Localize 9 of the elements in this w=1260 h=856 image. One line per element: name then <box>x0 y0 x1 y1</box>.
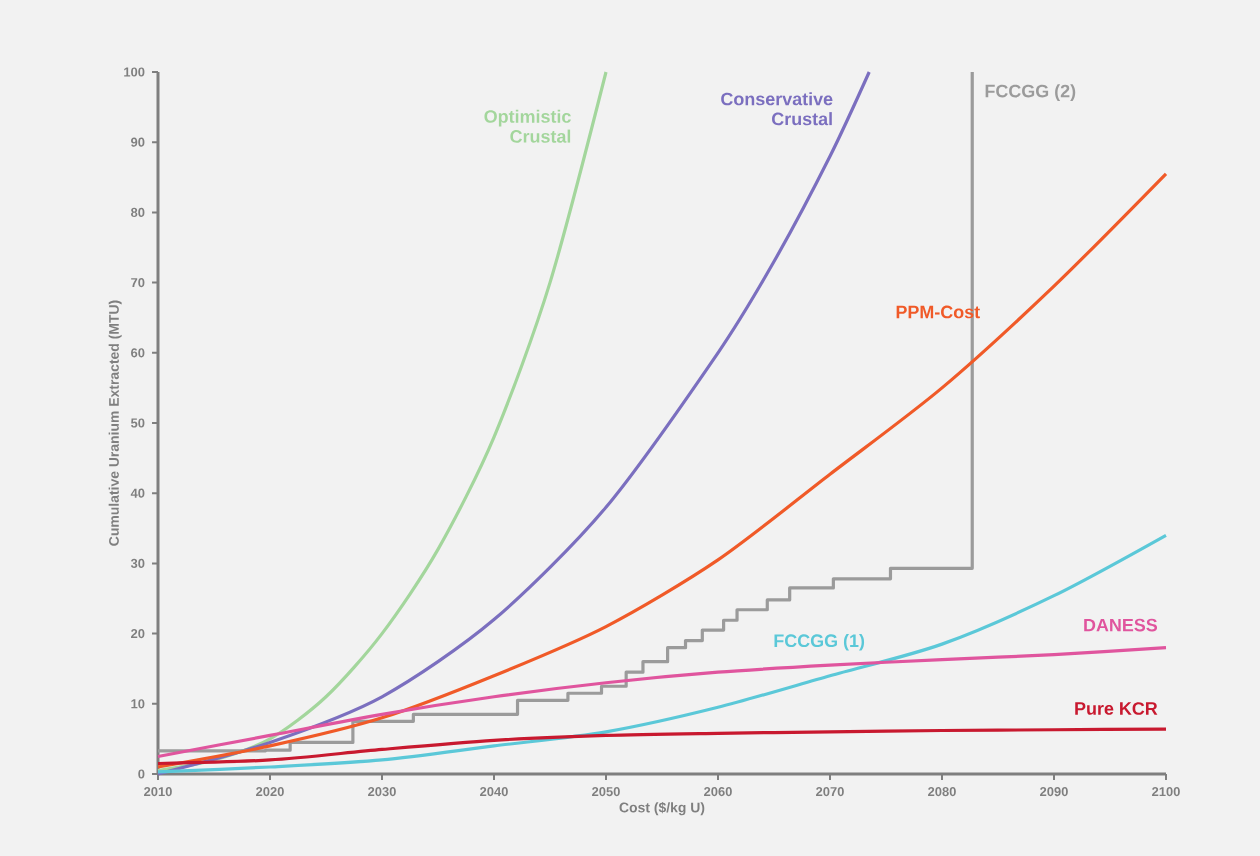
series-label: Conservative Crustal <box>721 92 833 126</box>
series-label: Optimistic Crustal <box>484 109 571 143</box>
series-label: DANESS <box>1084 618 1158 632</box>
series-label: Pure KCR <box>1075 702 1158 715</box>
line-series <box>156 172 1168 769</box>
series-label: PPM-Cost <box>896 305 980 319</box>
series-label: FCCGG (2) <box>985 84 1076 101</box>
line-series <box>156 727 1168 766</box>
series-label: FCCGG (1) <box>774 633 865 651</box>
